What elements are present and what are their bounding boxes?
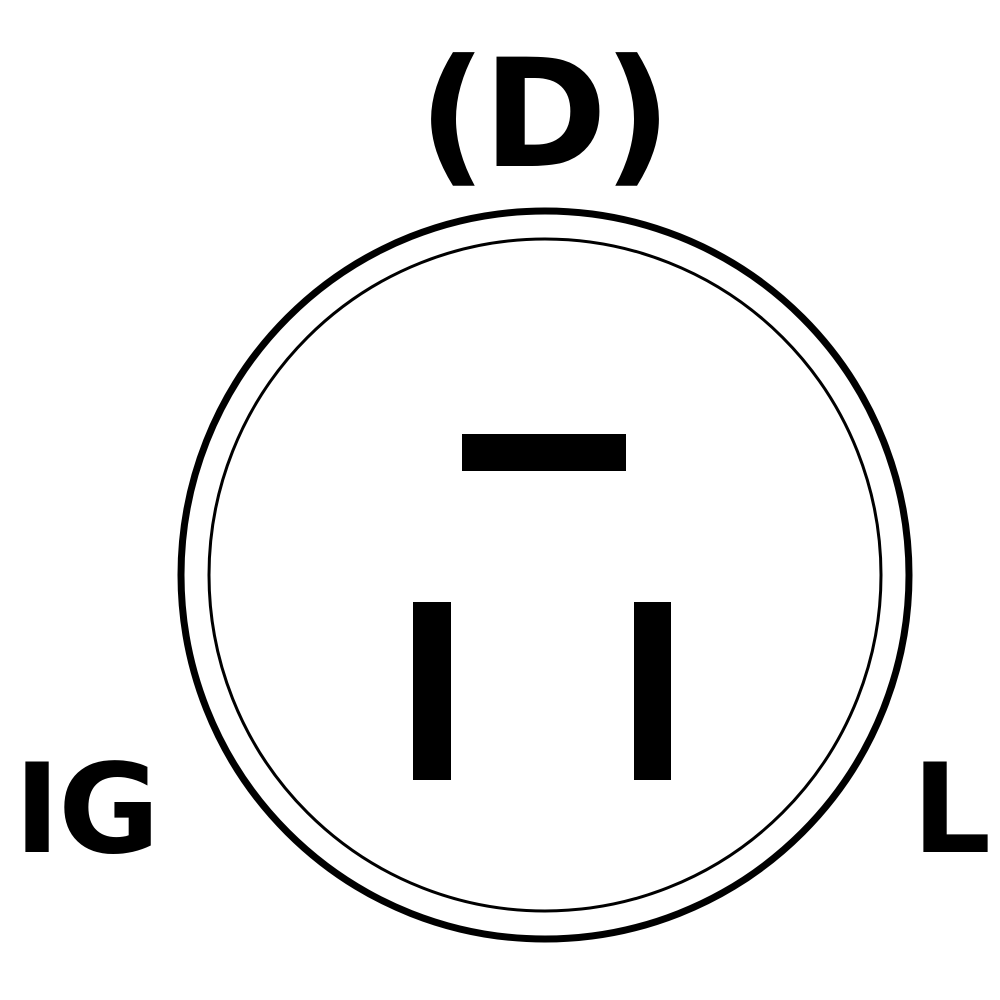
- terminal-l-pin: [634, 602, 671, 780]
- terminal-d-label: (D): [418, 28, 672, 202]
- connector-outer-ring: [177, 207, 913, 943]
- terminal-d-pin: [462, 434, 626, 471]
- terminal-ig-pin: [413, 602, 451, 780]
- terminal-ig-label: IG: [14, 738, 160, 882]
- terminal-l-label: L: [912, 738, 992, 882]
- connector-inner-ring: [207, 237, 883, 913]
